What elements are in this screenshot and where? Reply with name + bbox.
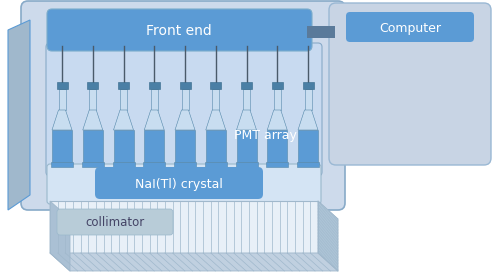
- Polygon shape: [8, 20, 30, 210]
- Bar: [175, 130, 195, 162]
- Bar: [241, 82, 252, 89]
- FancyBboxPatch shape: [47, 9, 312, 51]
- Polygon shape: [267, 110, 287, 130]
- Polygon shape: [175, 110, 195, 130]
- Polygon shape: [144, 110, 164, 130]
- Bar: [210, 82, 221, 89]
- FancyBboxPatch shape: [47, 164, 321, 204]
- Bar: [236, 162, 257, 167]
- Text: Front end: Front end: [146, 24, 212, 38]
- Bar: [274, 89, 281, 110]
- Bar: [174, 162, 196, 167]
- Bar: [51, 162, 73, 167]
- Polygon shape: [50, 201, 70, 271]
- FancyBboxPatch shape: [95, 167, 263, 199]
- Polygon shape: [298, 110, 318, 130]
- Bar: [87, 82, 98, 89]
- Bar: [144, 130, 164, 162]
- Bar: [151, 89, 158, 110]
- Polygon shape: [83, 110, 103, 130]
- Bar: [243, 89, 250, 110]
- Bar: [267, 130, 287, 162]
- Bar: [149, 82, 160, 89]
- Bar: [298, 130, 318, 162]
- Polygon shape: [206, 110, 226, 130]
- Bar: [50, 201, 318, 253]
- Polygon shape: [52, 110, 72, 130]
- Bar: [297, 162, 319, 167]
- FancyBboxPatch shape: [46, 43, 322, 176]
- FancyBboxPatch shape: [329, 3, 491, 165]
- Text: NaI(Tl) crystal: NaI(Tl) crystal: [135, 178, 223, 190]
- Bar: [212, 89, 219, 110]
- Bar: [304, 89, 312, 110]
- Polygon shape: [50, 253, 338, 271]
- Polygon shape: [318, 201, 338, 271]
- Polygon shape: [237, 110, 256, 130]
- Text: Computer: Computer: [379, 22, 441, 34]
- Bar: [58, 89, 66, 110]
- Bar: [205, 162, 227, 167]
- FancyBboxPatch shape: [57, 209, 173, 235]
- Bar: [302, 82, 314, 89]
- Bar: [114, 130, 133, 162]
- Bar: [179, 82, 191, 89]
- Bar: [206, 130, 226, 162]
- Bar: [237, 130, 256, 162]
- Bar: [307, 26, 335, 38]
- Polygon shape: [114, 110, 133, 130]
- Bar: [181, 89, 189, 110]
- Bar: [56, 82, 68, 89]
- Bar: [83, 130, 103, 162]
- Bar: [272, 82, 283, 89]
- Bar: [113, 162, 134, 167]
- Bar: [52, 130, 72, 162]
- FancyBboxPatch shape: [21, 1, 345, 210]
- Bar: [118, 82, 129, 89]
- Text: PMT array: PMT array: [234, 129, 296, 141]
- Bar: [89, 89, 96, 110]
- Bar: [82, 162, 104, 167]
- Text: collimator: collimator: [85, 216, 144, 228]
- Bar: [143, 162, 165, 167]
- FancyBboxPatch shape: [346, 12, 474, 42]
- Bar: [266, 162, 288, 167]
- Bar: [120, 89, 127, 110]
